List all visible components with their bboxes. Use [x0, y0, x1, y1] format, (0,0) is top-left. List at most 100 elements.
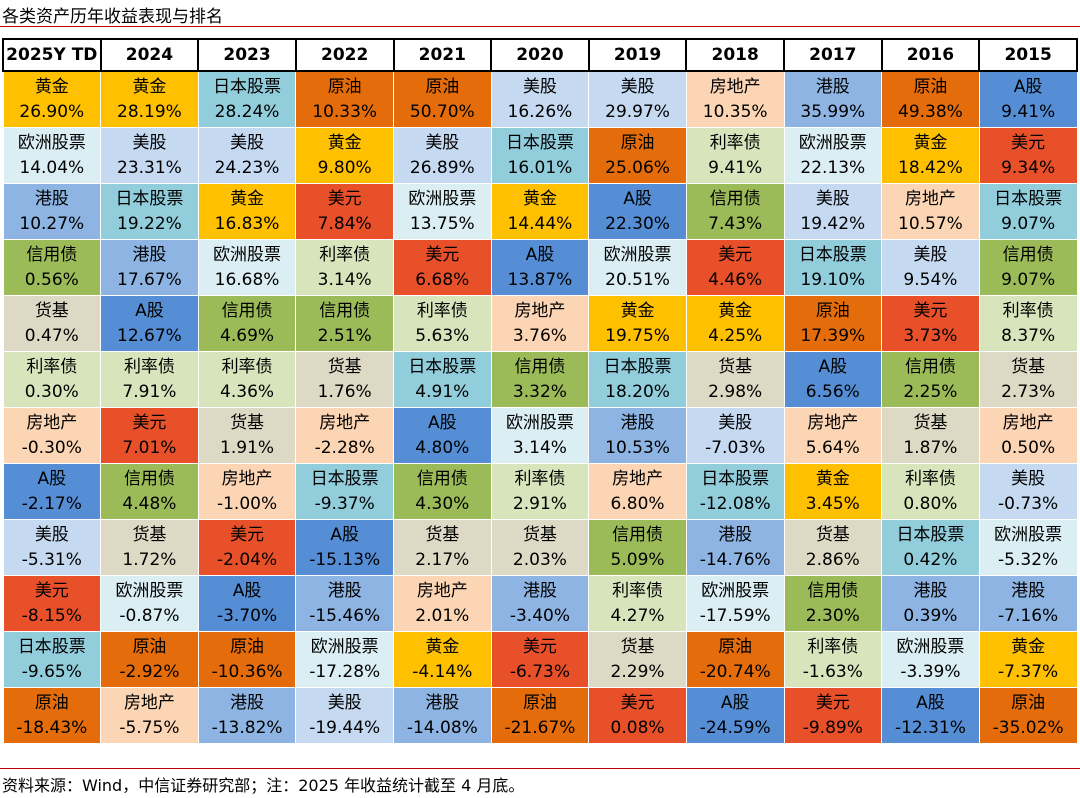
column-header: 2024	[99, 38, 200, 72]
cell: 美元 3.73%	[881, 295, 980, 352]
return-value: -9.89%	[802, 717, 863, 738]
cell: 美股 24.23%	[197, 127, 297, 184]
cell: 日本股票 0.42%	[881, 519, 980, 576]
cell: 信用债 3.32%	[490, 351, 590, 408]
cell: 信用债 9.07%	[978, 239, 1078, 296]
cell: 信用债 4.48%	[100, 463, 199, 520]
cell: 信用债 4.69%	[197, 295, 297, 352]
cell: 房地产 5.64%	[783, 407, 883, 464]
return-value: -1.00%	[216, 493, 278, 514]
column-header: 2016	[880, 38, 981, 72]
return-value: 9.54%	[903, 269, 958, 290]
cell: 黄金 14.44%	[490, 183, 590, 240]
cell: 美股 23.31%	[100, 127, 199, 184]
asset-name: 货基	[1011, 356, 1046, 377]
return-value: 18.42%	[898, 157, 963, 178]
return-value: -17.28%	[309, 661, 381, 682]
cell: A股 -15.13%	[295, 519, 394, 576]
return-value: 16.68%	[214, 269, 280, 290]
cell: 房地产 10.35%	[685, 70, 785, 128]
asset-name: 美元	[132, 412, 167, 433]
return-value: 0.08%	[610, 717, 665, 738]
cell: 黄金 -7.37%	[978, 631, 1078, 688]
return-value: 2.73%	[1001, 381, 1056, 402]
asset-name: 港股	[815, 76, 850, 97]
cell: 港股 -14.76%	[685, 519, 785, 576]
return-value: 2.03%	[512, 549, 567, 570]
asset-name: 货基	[522, 524, 557, 545]
cell: 原油 -2.92%	[100, 631, 199, 688]
return-value: -12.31%	[894, 717, 966, 738]
asset-name: 黄金	[34, 76, 69, 97]
asset-name: 信用债	[416, 468, 468, 489]
return-value: 3.14%	[512, 437, 567, 458]
asset-name: 信用债	[26, 244, 78, 265]
asset-name: 房地产	[26, 412, 78, 433]
return-value: -35.02%	[992, 717, 1064, 738]
asset-name: 货基	[34, 300, 69, 321]
return-value: -5.75%	[119, 717, 180, 738]
cell: 货基 1.72%	[100, 519, 199, 576]
return-value: 12.67%	[117, 325, 182, 346]
cell: 黄金 19.75%	[588, 295, 687, 352]
return-value: -3.40%	[509, 605, 570, 626]
cell: 欧洲股票 3.14%	[490, 407, 590, 464]
cell: 房地产 10.57%	[881, 183, 980, 240]
cell: 日本股票 4.91%	[393, 351, 492, 408]
return-value: 0.42%	[903, 549, 958, 570]
asset-name: 欧洲股票	[213, 244, 282, 265]
asset-name: 利率债	[612, 580, 664, 601]
cell: 美元 6.68%	[393, 239, 492, 296]
return-value: 16.83%	[214, 213, 280, 234]
return-value: 2.17%	[415, 549, 470, 570]
cell: 欧洲股票 16.68%	[197, 239, 297, 296]
return-value: 23.31%	[117, 157, 182, 178]
asset-name: 房地产	[709, 76, 761, 97]
rank-row: 欧洲股票 14.04% 美股 23.31% 美股 24.23% 黄金 9.80% 美股 26.89…	[2, 127, 1078, 184]
asset-name: 信用债	[612, 524, 664, 545]
return-value: 4.69%	[220, 325, 275, 346]
return-value: 4.48%	[122, 493, 177, 514]
return-value: 0.50%	[1001, 437, 1056, 458]
asset-name: 日本股票	[17, 636, 86, 657]
asset-name: 港股	[913, 580, 948, 601]
asset-name: A股	[916, 692, 945, 713]
cell: 黄金 4.25%	[685, 295, 785, 352]
return-value: 6.56%	[805, 381, 860, 402]
return-value: 0.39%	[903, 605, 958, 626]
asset-name: 欧洲股票	[505, 412, 574, 433]
cell: 日本股票 28.24%	[197, 70, 297, 128]
return-value: -0.73%	[998, 493, 1059, 514]
asset-name: 原油	[913, 76, 948, 97]
return-value: -8.15%	[21, 605, 82, 626]
return-value: -7.37%	[998, 661, 1059, 682]
rank-row: A股 -2.17% 信用债 4.48% 房地产 -1.00% 日本股票 -9.37% 信用债 4.…	[2, 463, 1078, 520]
cell: 货基 2.86%	[783, 519, 883, 576]
asset-name: 原油	[1011, 692, 1046, 713]
cell: 原油 49.38%	[881, 70, 980, 128]
asset-name: 信用债	[514, 356, 566, 377]
return-value: 1.91%	[220, 437, 275, 458]
asset-name: 房地产	[319, 412, 371, 433]
cell: 利率债 -1.63%	[783, 631, 883, 688]
cell: A股 -3.70%	[197, 575, 297, 632]
cell: 原油 25.06%	[588, 127, 687, 184]
cell: 美股 -7.03%	[685, 407, 785, 464]
cell: 利率债 0.80%	[881, 463, 980, 520]
cell: 黄金 28.19%	[100, 70, 199, 128]
return-value: 7.84%	[317, 213, 372, 234]
return-value: 19.10%	[800, 269, 866, 290]
cell: 日本股票 -9.37%	[295, 463, 394, 520]
return-value: -6.73%	[509, 661, 570, 682]
return-value: 17.67%	[117, 269, 182, 290]
return-value: -18.43%	[16, 717, 88, 738]
asset-name: A股	[720, 692, 750, 713]
cell: 原油 -20.74%	[685, 631, 785, 688]
asset-name: 美元	[425, 244, 460, 265]
cell: 房地产 2.01%	[393, 575, 492, 632]
asset-name: 利率债	[514, 468, 566, 489]
cell: 欧洲股票 -17.59%	[685, 575, 785, 632]
asset-name: 黄金	[132, 76, 167, 97]
asset-name: 原油	[327, 76, 362, 97]
column-header: 2017	[783, 38, 883, 72]
